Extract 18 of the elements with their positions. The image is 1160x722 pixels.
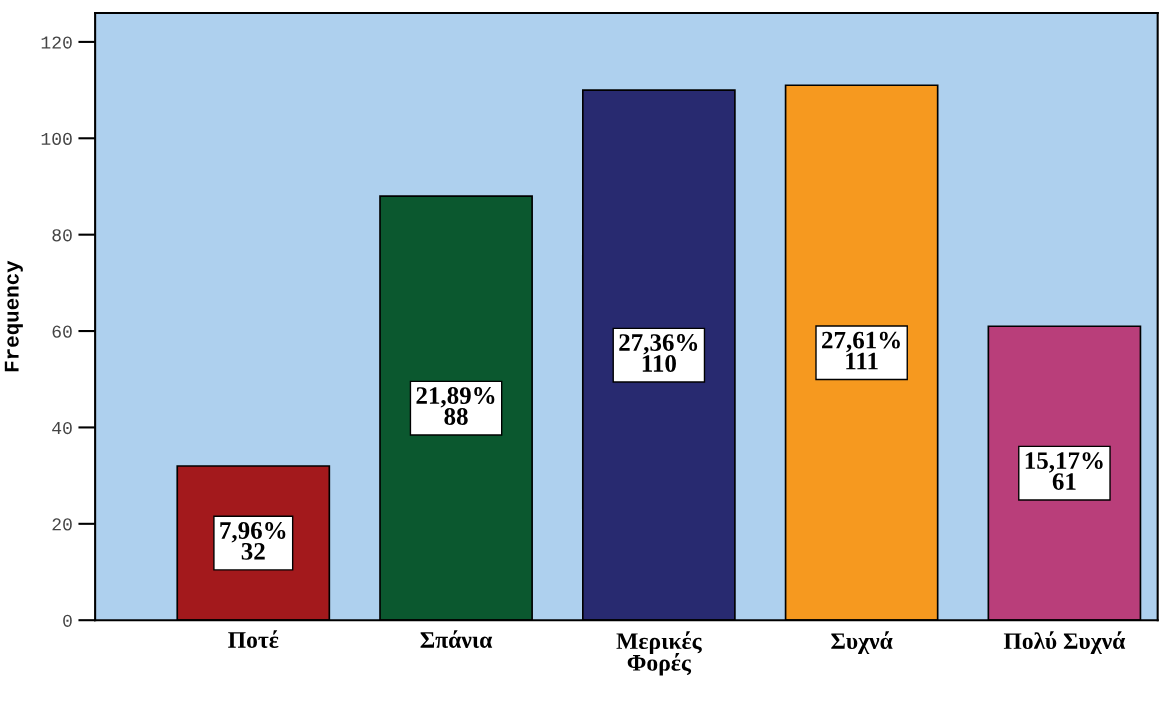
y-tick-label: 40 [52,421,72,435]
data-label: 21,89% 88 [416,387,495,425]
y-tick-label: 120 [41,36,72,49]
data-label: 15,17% 61 [1025,452,1103,490]
x-tick-label: Μερικές Φορές [616,631,702,676]
y-tick-label: 20 [52,518,72,531]
y-tick-label: 80 [52,229,72,242]
x-tick-label: Ποτέ [228,630,279,648]
data-label: 27,36% 110 [619,334,698,372]
data-label: 7,96% 32 [220,522,286,560]
y-tick-label: 100 [41,132,72,146]
y-tick-label: 60 [52,325,72,338]
data-label: 27,61% 111 [822,331,900,370]
x-tick-label: Σπάνια [420,630,493,648]
x-tick-label: Συχνά [831,631,893,654]
y-tick-label: 0 [63,614,72,627]
y-axis-title: Frequency [4,260,23,372]
x-tick-label: Πολύ Συχνά [1003,631,1126,654]
